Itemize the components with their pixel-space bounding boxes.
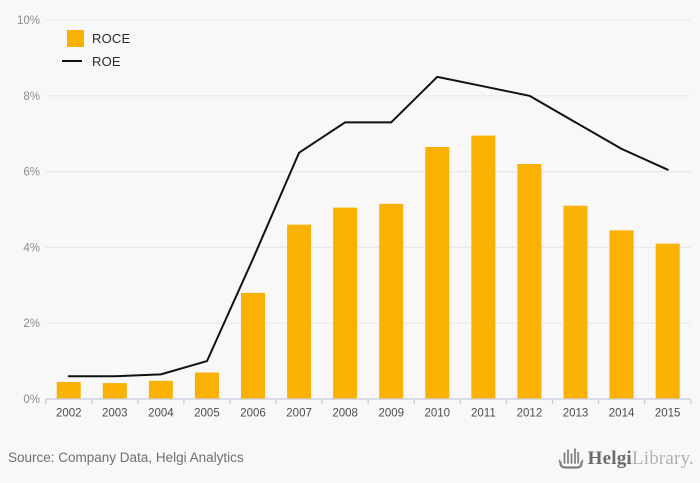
bar-2002: [56, 381, 81, 399]
bar-2009: [379, 203, 404, 399]
x-tick-label-2013: 2013: [563, 408, 589, 420]
chart-legend: ROCE ROE: [62, 29, 130, 75]
legend-row-roce: ROCE: [62, 29, 130, 47]
y-tick-label-2: 2%: [23, 318, 40, 330]
y-tick-label-8: 8%: [23, 91, 40, 103]
logo-text-library: Library.: [631, 448, 694, 469]
x-tick-label-2006: 2006: [240, 408, 266, 420]
bar-2014: [609, 230, 634, 399]
bar-2008: [333, 207, 358, 399]
bar-2010: [425, 146, 450, 399]
logo-text-helgi: Helgi: [587, 448, 632, 469]
x-tick-label-2004: 2004: [148, 408, 174, 420]
x-tick-label-2015: 2015: [655, 408, 681, 420]
x-tick-label-2002: 2002: [56, 408, 82, 420]
bar-2012: [517, 164, 542, 399]
bar-2013: [563, 205, 588, 399]
x-tick-label-2009: 2009: [378, 408, 404, 420]
x-tick-label-2007: 2007: [286, 408, 312, 420]
roe-line: [67, 75, 669, 378]
roce-legend-swatch: [67, 29, 84, 47]
x-tick-label-2014: 2014: [609, 408, 635, 420]
viking-ship-icon: [558, 448, 583, 469]
x-tick-label-2011: 2011: [471, 408, 496, 420]
x-tick-label-2012: 2012: [517, 408, 543, 420]
x-tick-label-2010: 2010: [425, 408, 451, 420]
bar-2011: [471, 135, 496, 399]
source-text: Source: Company Data, Helgi Analytics: [8, 450, 244, 465]
x-tick-label-2003: 2003: [102, 408, 128, 420]
roe-legend-label: ROE: [92, 53, 121, 69]
roe-legend-line-marker: [62, 59, 82, 63]
bar-2006: [241, 292, 266, 399]
x-tick-label-2005: 2005: [194, 408, 220, 420]
y-tick-label-0: 0%: [23, 394, 40, 406]
y-tick-label-6: 6%: [23, 167, 40, 179]
bar-2003: [102, 383, 127, 399]
x-tick-label-2008: 2008: [332, 408, 358, 420]
helgi-library-logo: HelgiLibrary.: [558, 445, 694, 473]
bar-2015: [655, 243, 680, 399]
bar-2004: [148, 380, 173, 399]
chart-footer: Source: Company Data, Helgi Analytics: [0, 443, 700, 483]
bar-2005: [194, 372, 219, 399]
roce-roe-chart: 0% 2% 4% 6% 8% 10% 2002 2003 2004 2005 2006 2007 200…: [17, 15, 692, 420]
y-tick-label-4: 4%: [23, 242, 40, 254]
bar-2007: [287, 224, 312, 399]
legend-row-roe: ROE: [62, 52, 130, 70]
y-tick-label-10: 10%: [17, 15, 40, 27]
roce-legend-label: ROCE: [92, 30, 131, 46]
